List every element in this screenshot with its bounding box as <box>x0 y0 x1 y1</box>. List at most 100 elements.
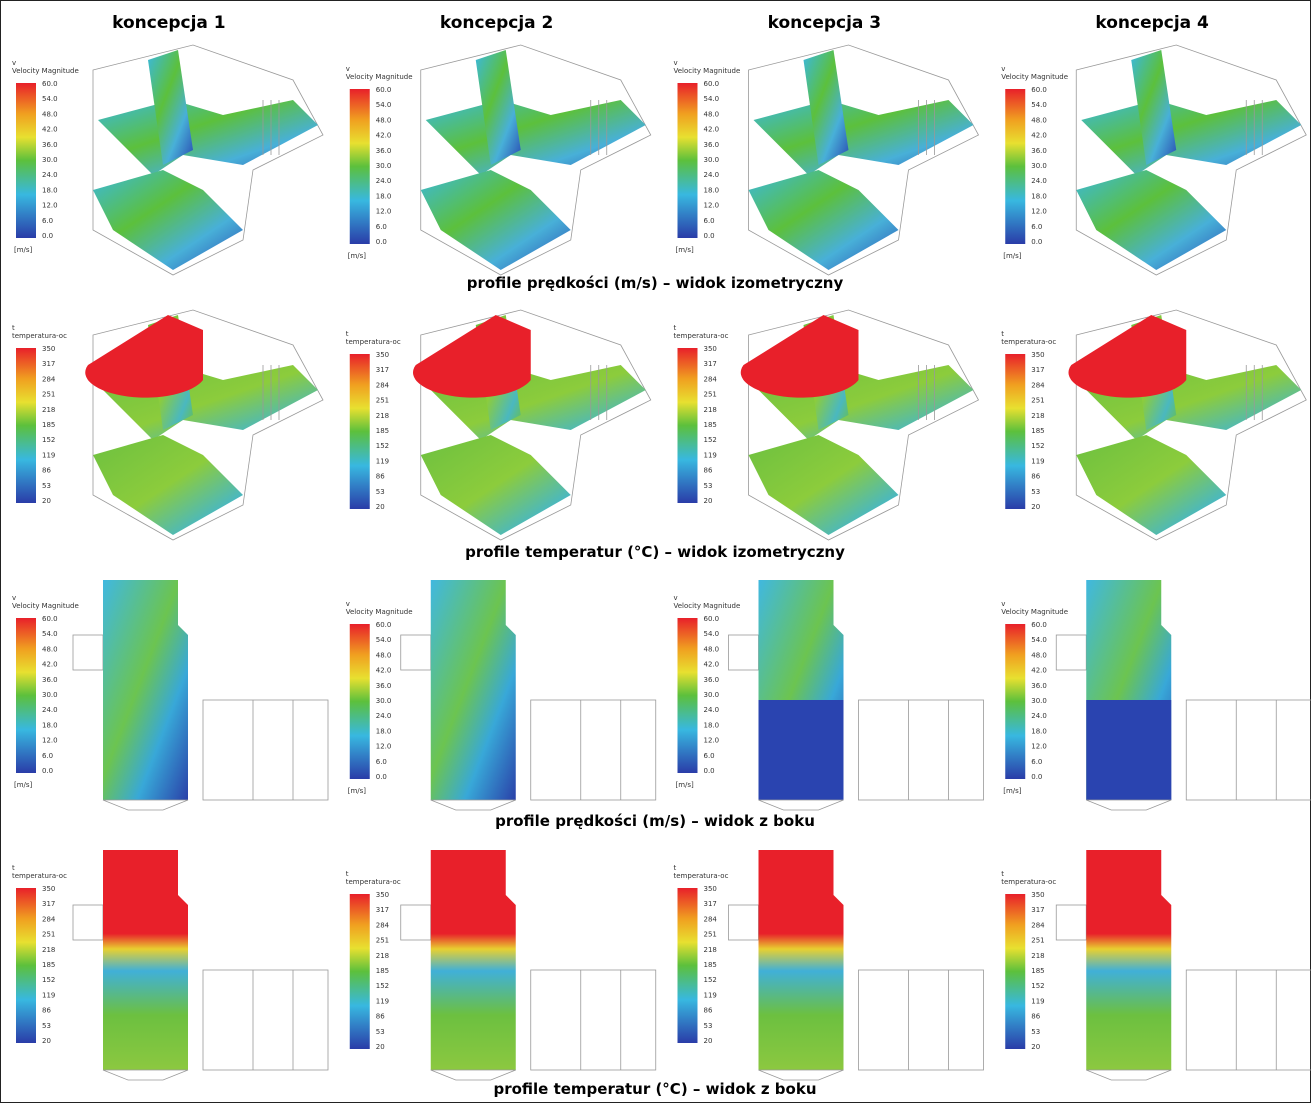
row-caption: profile prędkości (m/s) – widok izometry… <box>467 274 844 292</box>
wireframe <box>1056 635 1086 670</box>
low-zone <box>1086 700 1171 800</box>
hopper <box>103 800 188 810</box>
legend-label: 53 <box>704 1022 713 1030</box>
legend-label: 60.0 <box>376 621 392 629</box>
legend-title: Velocity Magnitude <box>1001 73 1068 81</box>
legend-symbol: t <box>12 864 15 872</box>
legend-label: 6.0 <box>42 752 53 760</box>
wireframe <box>203 700 328 800</box>
legend-label: 12.0 <box>42 737 58 745</box>
wireframe <box>1186 970 1311 1070</box>
legend-title: temperatura-oc <box>12 332 67 340</box>
legend-bar <box>350 894 370 1049</box>
legend-label: 53 <box>1031 1028 1040 1036</box>
legend-label: 0.0 <box>376 773 387 781</box>
legend-label: 24.0 <box>42 171 58 179</box>
wireframe <box>531 700 656 800</box>
hopper <box>759 1070 844 1080</box>
flow-section <box>103 850 188 1070</box>
wireframe <box>859 700 984 800</box>
hopper <box>431 1070 516 1080</box>
legend-label: 6.0 <box>376 223 387 231</box>
legend-label: 30.0 <box>376 697 392 705</box>
legend-label: 350 <box>1031 351 1044 359</box>
panel: ttemperatura-oc3503172842512181851521198… <box>346 850 656 1080</box>
legend-label: 18.0 <box>42 186 58 194</box>
legend-symbol: v <box>1001 65 1005 73</box>
wireframe <box>1186 700 1311 800</box>
legend-unit: [m/s] <box>1003 252 1022 260</box>
flow-slab <box>749 170 899 270</box>
legend-unit: [m/s] <box>676 781 695 789</box>
legend-label: 317 <box>704 360 717 368</box>
legend-label: 18.0 <box>376 727 392 735</box>
legend-bar <box>16 83 36 238</box>
legend-label: 48.0 <box>1031 116 1047 124</box>
legend-label: 20 <box>376 503 385 511</box>
legend-label: 24.0 <box>42 706 58 714</box>
flow-slab <box>421 170 571 270</box>
legend-label: 53 <box>704 482 713 490</box>
hot-zone <box>741 315 859 398</box>
legend-label: 36.0 <box>704 676 720 684</box>
legend-label: 350 <box>376 351 389 359</box>
legend-label: 251 <box>704 391 717 399</box>
legend-label: 317 <box>376 366 389 374</box>
legend-label: 48.0 <box>704 110 720 118</box>
flow-slab <box>1076 170 1226 270</box>
legend-bar <box>678 348 698 503</box>
legend-label: 86 <box>376 473 385 481</box>
legend-label: 30.0 <box>704 156 720 164</box>
panel: ttemperatura-oc3503172842512181851521198… <box>12 850 328 1080</box>
flow-slab <box>421 435 571 535</box>
panel: ttemperatura-oc3503172842512181851521198… <box>12 310 323 540</box>
legend-label: 42.0 <box>376 132 392 140</box>
legend-label: 60.0 <box>42 615 58 623</box>
column-header: koncepcja 4 <box>1095 13 1209 33</box>
legend-label: 284 <box>376 381 390 389</box>
legend-label: 36.0 <box>42 141 58 149</box>
legend-unit: [m/s] <box>676 246 695 254</box>
flow-slab <box>754 100 974 175</box>
legend-symbol: v <box>1001 600 1005 608</box>
legend-symbol: v <box>674 594 678 602</box>
flow-section <box>1086 850 1171 1070</box>
legend-label: 152 <box>1031 442 1044 450</box>
wireframe <box>729 635 759 670</box>
legend-title: temperatura-oc <box>346 338 401 346</box>
legend-label: 0.0 <box>1031 238 1042 246</box>
legend-label: 218 <box>704 946 717 954</box>
legend-label: 119 <box>1031 457 1044 465</box>
legend-label: 48.0 <box>376 116 392 124</box>
legend-label: 30.0 <box>376 162 392 170</box>
legend-bar <box>1005 894 1025 1049</box>
legend-label: 24.0 <box>1031 712 1047 720</box>
legend-symbol: v <box>346 65 350 73</box>
wireframe <box>729 905 759 940</box>
legend-label: 30.0 <box>42 691 58 699</box>
legend-label: 119 <box>704 451 717 459</box>
legend-label: 30.0 <box>1031 697 1047 705</box>
legend-label: 60.0 <box>42 80 58 88</box>
legend-label: 152 <box>376 442 389 450</box>
legend-title: temperatura-oc <box>1001 338 1056 346</box>
legend-label: 42.0 <box>704 126 720 134</box>
legend-label: 86 <box>42 1007 51 1015</box>
legend-label: 42.0 <box>704 661 720 669</box>
legend-label: 6.0 <box>1031 223 1042 231</box>
legend-title: Velocity Magnitude <box>12 602 79 610</box>
flow-slab <box>1076 435 1226 535</box>
legend-label: 185 <box>42 961 55 969</box>
row-caption: profile temperatur (°C) – widok z boku <box>493 1080 816 1098</box>
legend-label: 218 <box>704 406 717 414</box>
legend-label: 48.0 <box>704 645 720 653</box>
legend-label: 53 <box>1031 488 1040 496</box>
legend-label: 6.0 <box>42 217 53 225</box>
legend-label: 185 <box>42 421 55 429</box>
legend-symbol: v <box>346 600 350 608</box>
legend-label: 24.0 <box>376 177 392 185</box>
legend-label: 60.0 <box>704 80 720 88</box>
legend-label: 36.0 <box>376 682 392 690</box>
figure: koncepcja 1koncepcja 2koncepcja 3koncepc… <box>0 0 1311 1103</box>
